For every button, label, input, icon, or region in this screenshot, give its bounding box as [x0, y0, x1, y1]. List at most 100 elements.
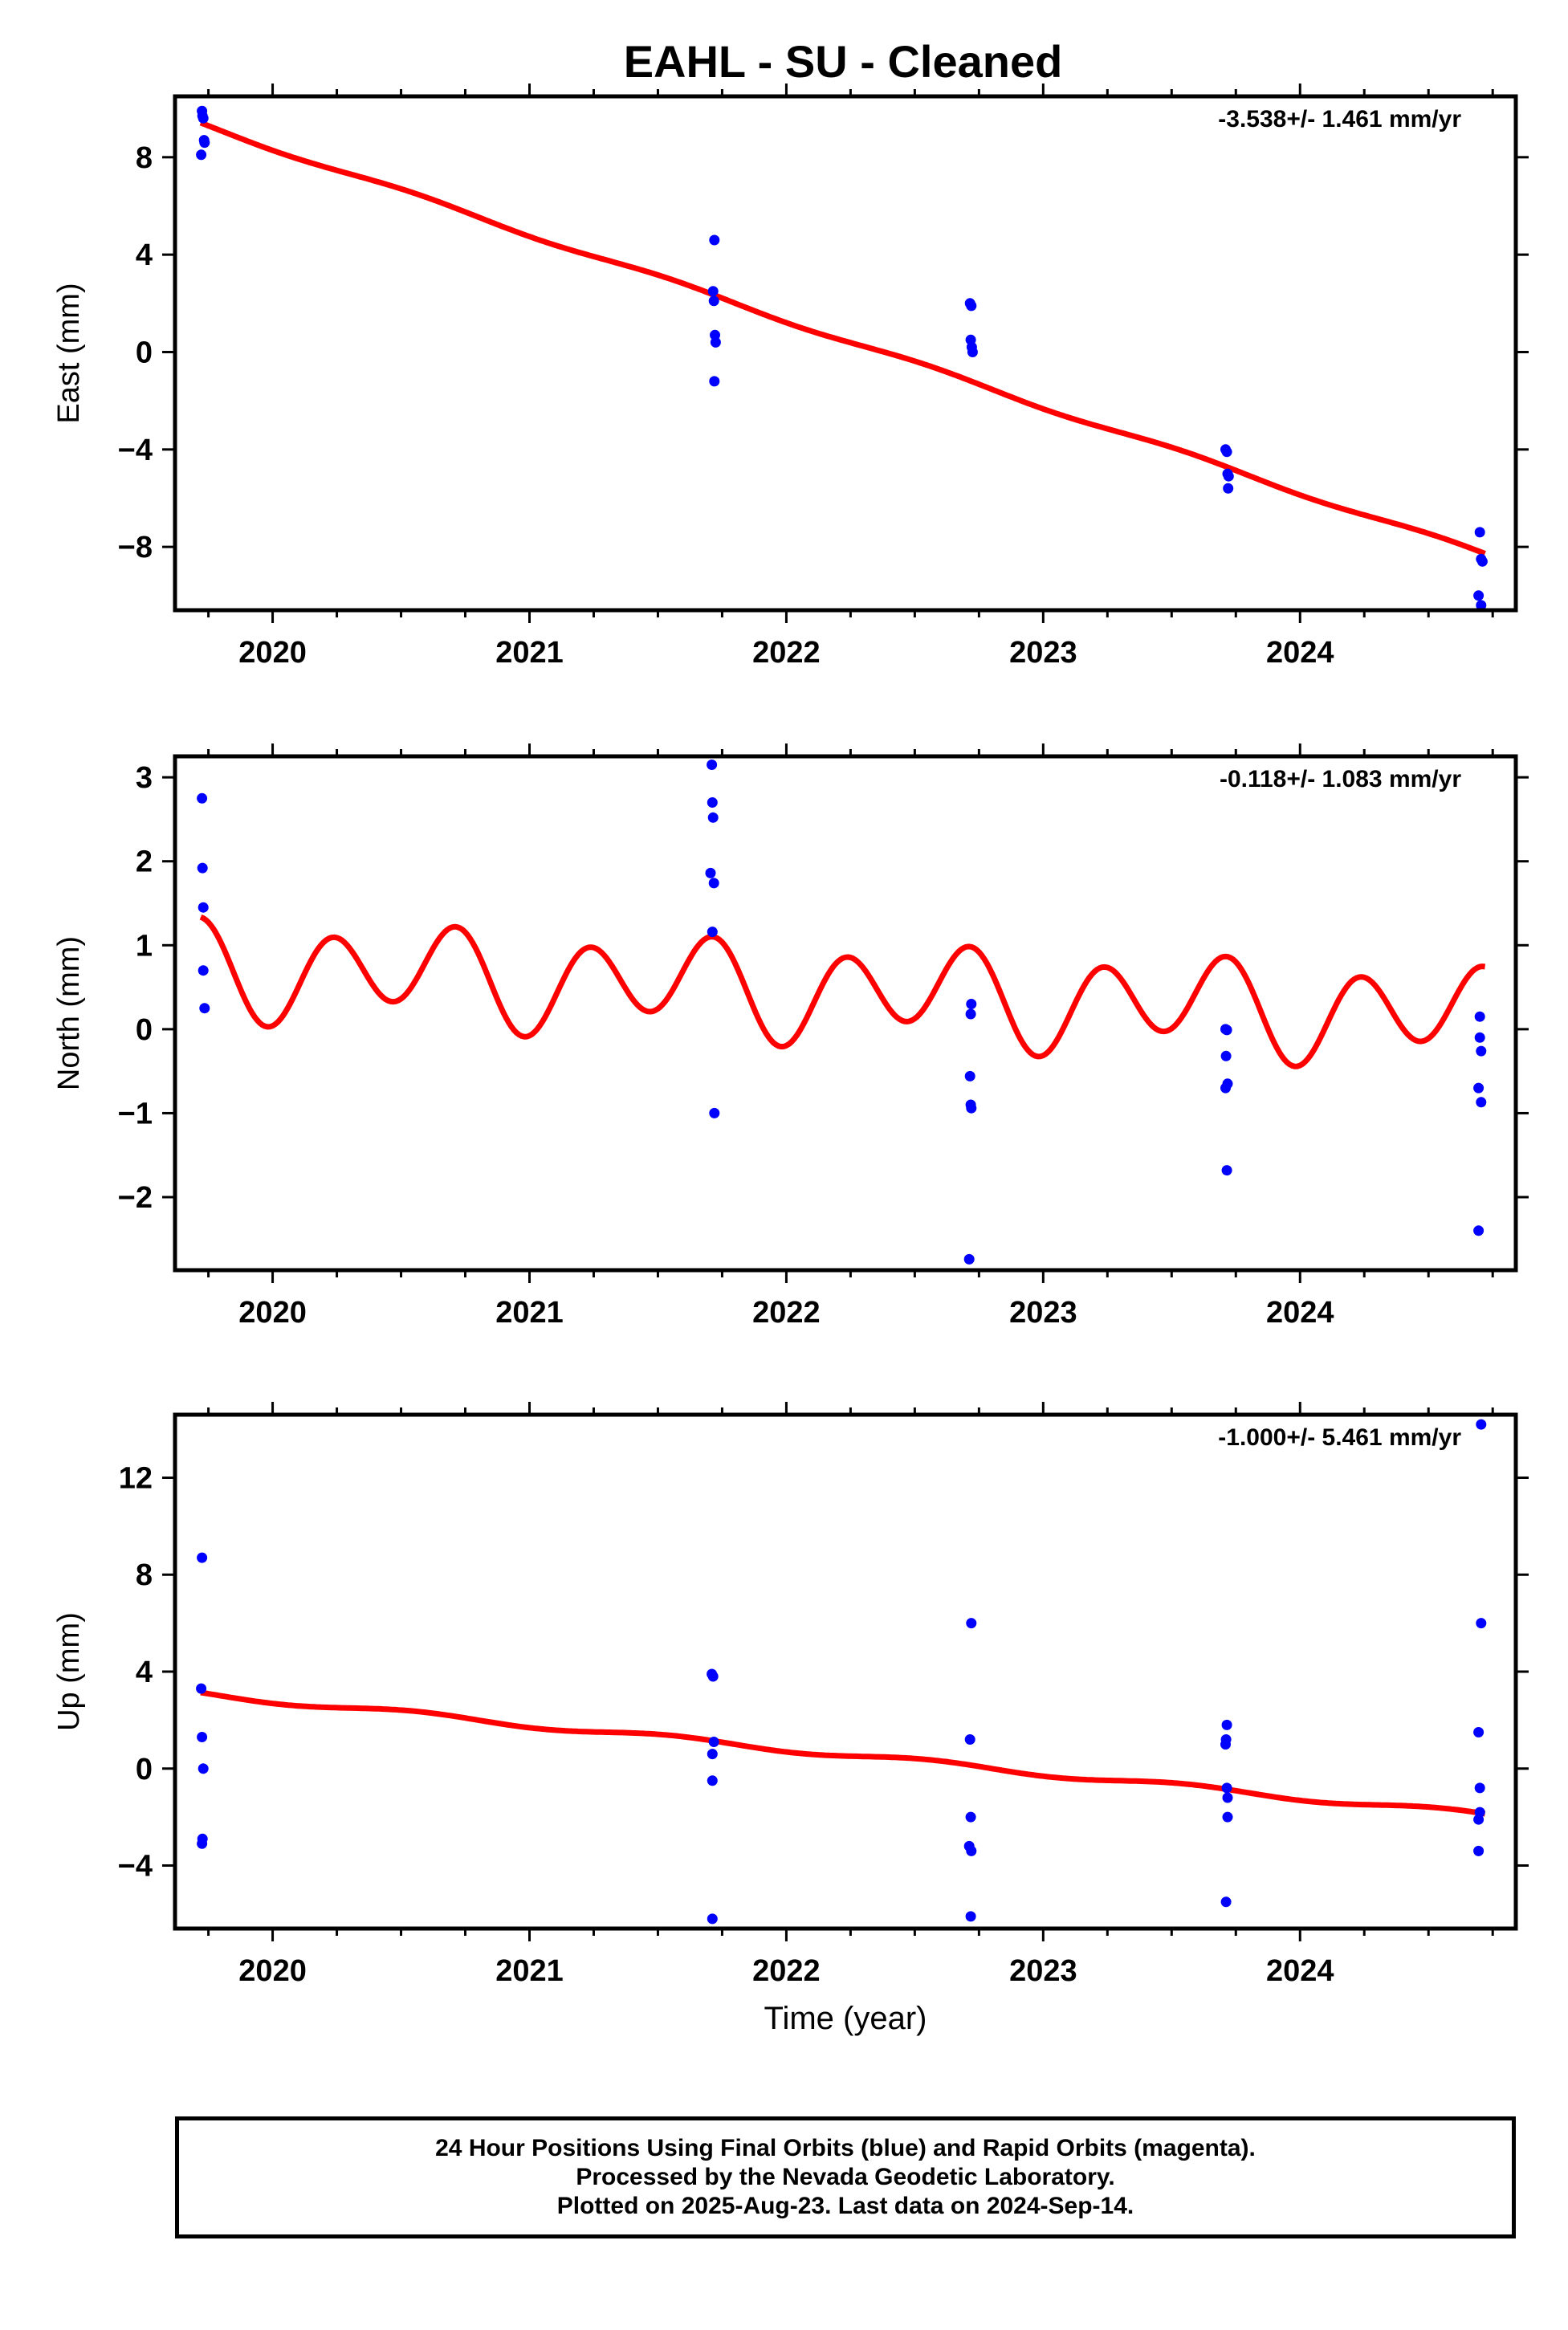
- data-point-north-19: [1221, 1024, 1232, 1036]
- data-point-north-28: [1476, 1097, 1487, 1108]
- panel-north: 2020 2021 2022 2023 2024 −2 −1 0 1 2 3 North (mm) -0…: [52, 743, 1529, 1330]
- y-tick-label-up: 0: [136, 1753, 153, 1786]
- data-point-north-24: [1474, 1011, 1485, 1022]
- x-tick-label-east: 2022: [752, 636, 821, 670]
- x-tick-label-up: 2020: [238, 1954, 307, 1988]
- y-tick-label-up: −4: [118, 1850, 153, 1884]
- x-tick-label-up: 2023: [1009, 1954, 1077, 1988]
- data-point-east-20: [1223, 470, 1234, 482]
- data-point-east-8: [708, 295, 719, 307]
- data-point-up-1: [196, 1683, 207, 1694]
- data-point-up-24: [1220, 1896, 1232, 1908]
- data-point-up-10: [707, 1775, 718, 1786]
- y-axis-label-north: North (mm): [52, 936, 86, 1090]
- y-tick-label-up: 8: [136, 1558, 153, 1592]
- panel-up: 2020 2021 2022 2023 2024 −4 0 4 8 12 Up (mm) -1.000…: [52, 1402, 1529, 2036]
- data-point-east-10: [710, 336, 721, 348]
- x-tick-label-north: 2023: [1009, 1296, 1077, 1330]
- data-point-up-2: [197, 1732, 208, 1742]
- plot-frame-up: [173, 1412, 1518, 1931]
- x-tick-label-east: 2024: [1266, 636, 1334, 670]
- data-point-north-25: [1474, 1032, 1485, 1043]
- data-point-east-16: [967, 347, 978, 357]
- rate-annotation-east: -3.538+/- 1.461 mm/yr: [1218, 106, 1461, 132]
- data-point-up-5: [197, 1838, 208, 1849]
- data-point-east-22: [1474, 527, 1485, 538]
- data-point-north-7: [707, 812, 719, 823]
- data-point-up-8: [708, 1737, 719, 1747]
- data-point-up-22: [1222, 1792, 1233, 1803]
- data-point-north-23: [1221, 1165, 1232, 1176]
- footer-line-orbits: 24 Hour Positions Using Final Orbits (bl…: [435, 2135, 1256, 2161]
- footer-info-box: 24 Hour Positions Using Final Orbits (bl…: [175, 2116, 1516, 2238]
- fit-line-up: [200, 1689, 1486, 1817]
- data-point-north-8: [705, 867, 716, 878]
- data-point-up-3: [198, 1763, 209, 1774]
- data-point-up-28: [1474, 1782, 1485, 1794]
- y-tick-label-north: −2: [118, 1181, 153, 1215]
- y-tick-label-up: 12: [119, 1461, 153, 1495]
- x-tick-label-east: 2021: [495, 636, 564, 670]
- data-point-up-26: [1476, 1618, 1487, 1629]
- data-point-north-3: [198, 965, 209, 976]
- data-point-east-25: [1473, 590, 1485, 601]
- data-point-up-31: [1473, 1845, 1485, 1856]
- data-point-north-0: [197, 792, 208, 804]
- data-point-up-17: [965, 1911, 976, 1922]
- data-point-up-18: [1221, 1719, 1232, 1730]
- data-point-north-26: [1476, 1045, 1487, 1057]
- data-point-east-2: [198, 112, 209, 124]
- y-axis-label-up: Up (mm): [52, 1612, 86, 1731]
- data-point-up-30: [1473, 1814, 1485, 1825]
- data-point-east-3: [196, 149, 207, 161]
- data-point-north-29: [1473, 1225, 1485, 1236]
- data-point-north-12: [966, 999, 977, 1009]
- data-point-east-13: [966, 300, 977, 312]
- data-point-up-23: [1222, 1811, 1233, 1823]
- data-point-north-6: [707, 797, 718, 808]
- data-point-north-27: [1473, 1082, 1485, 1094]
- x-tick-label-up: 2022: [752, 1954, 821, 1988]
- data-point-east-6: [709, 234, 720, 246]
- data-point-up-7: [707, 1671, 719, 1682]
- fit-line-north: [199, 914, 1486, 1069]
- x-tick-label-up: 2024: [1266, 1954, 1334, 1988]
- data-point-north-1: [197, 862, 208, 874]
- data-point-up-11: [707, 1913, 718, 1925]
- data-point-east-7: [707, 286, 719, 297]
- data-point-north-14: [964, 1070, 975, 1081]
- y-tick-label-north: 1: [136, 929, 153, 963]
- x-tick-label-north: 2020: [238, 1296, 307, 1330]
- data-point-up-27: [1473, 1727, 1485, 1737]
- data-point-north-4: [199, 1003, 210, 1014]
- data-point-up-20: [1220, 1739, 1231, 1750]
- data-point-up-12: [966, 1618, 977, 1629]
- data-point-north-11: [709, 1107, 720, 1118]
- y-tick-label-east: 8: [136, 141, 153, 175]
- data-point-up-13: [964, 1734, 975, 1745]
- y-tick-label-up: 4: [136, 1656, 153, 1689]
- data-point-up-9: [707, 1749, 718, 1760]
- rate-annotation-north: -0.118+/- 1.083 mm/yr: [1220, 766, 1461, 792]
- data-point-east-18: [1221, 446, 1232, 458]
- x-tick-label-up: 2021: [495, 1954, 564, 1988]
- data-point-up-25: [1476, 1419, 1487, 1430]
- data-point-east-21: [1223, 483, 1234, 494]
- data-point-north-13: [965, 1008, 976, 1020]
- chart-title: EAHL - SU - Cleaned: [624, 36, 1063, 87]
- data-point-east-11: [709, 376, 720, 387]
- y-tick-label-north: 2: [136, 845, 153, 879]
- y-tick-label-east: −4: [118, 434, 153, 467]
- data-point-north-20: [1220, 1050, 1232, 1061]
- data-point-north-10: [707, 927, 718, 938]
- y-tick-label-north: −1: [118, 1097, 153, 1130]
- footer-line-plotted: Plotted on 2025-Aug-23. Last data on 202…: [556, 2193, 1134, 2219]
- rate-annotation-up: -1.000+/- 5.461 mm/yr: [1218, 1424, 1461, 1451]
- data-point-north-22: [1220, 1082, 1231, 1094]
- data-point-up-16: [966, 1845, 977, 1856]
- x-tick-label-north: 2021: [495, 1296, 564, 1330]
- y-tick-label-north: 3: [136, 761, 153, 795]
- x-tick-label-north: 2022: [752, 1296, 821, 1330]
- y-tick-label-east: 0: [136, 336, 153, 369]
